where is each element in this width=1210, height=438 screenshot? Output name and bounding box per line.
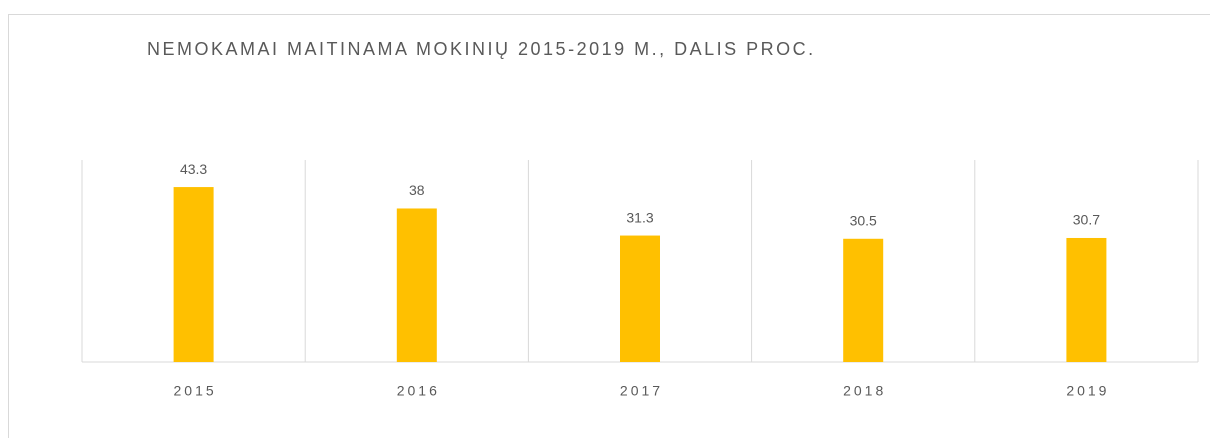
chart-border	[8, 14, 1210, 438]
bar	[843, 238, 884, 362]
data-label: 38	[409, 182, 425, 198]
x-tick-label: 2019	[1066, 383, 1109, 399]
bar	[396, 208, 437, 362]
data-label: 30.5	[850, 212, 877, 228]
x-tick-label: 2015	[174, 383, 217, 399]
bar	[1066, 237, 1107, 362]
data-label: 30.7	[1073, 212, 1100, 228]
x-tick-label: 2017	[620, 383, 663, 399]
data-label: 43.3	[180, 161, 207, 177]
data-label: 31.3	[626, 209, 653, 225]
x-tick-label: 2018	[843, 383, 886, 399]
x-tick-label: 2016	[397, 383, 440, 399]
bar	[173, 187, 214, 362]
chart-title: NEMOKAMAI MAITINAMA MOKINIŲ 2015-2019 M.…	[147, 39, 816, 59]
bar	[620, 235, 660, 362]
